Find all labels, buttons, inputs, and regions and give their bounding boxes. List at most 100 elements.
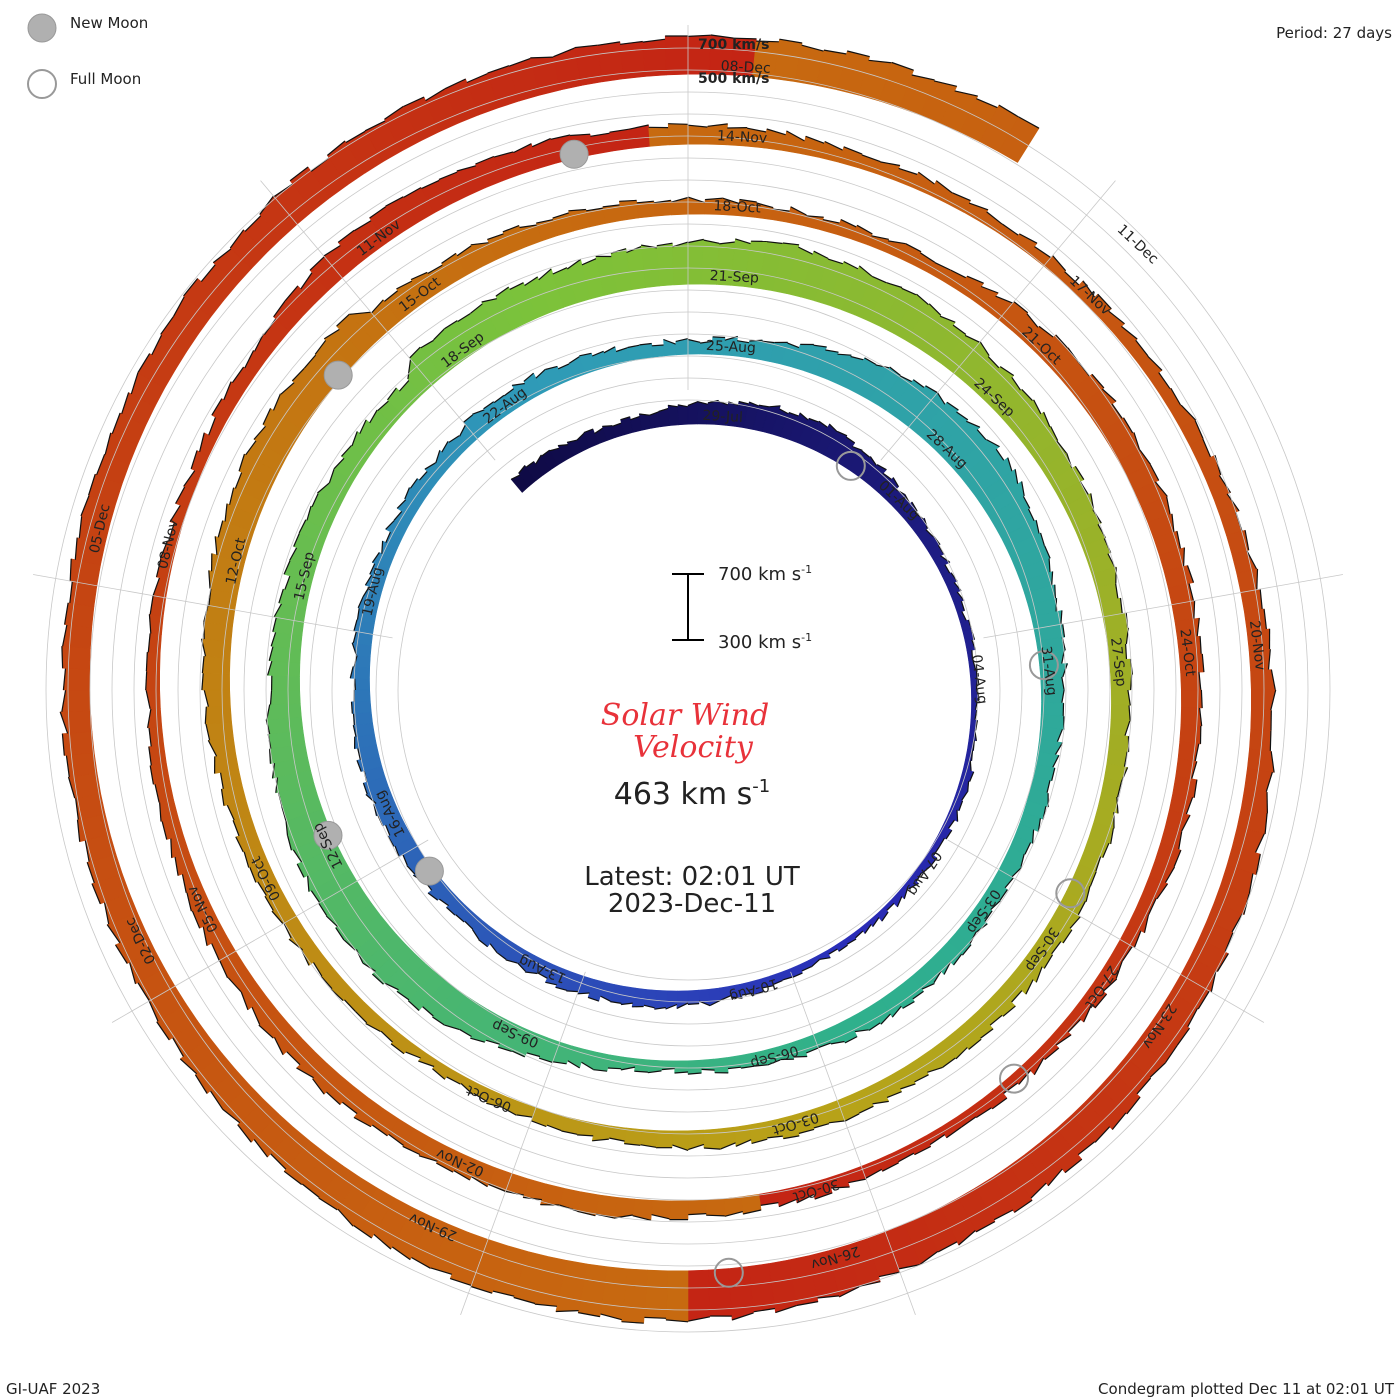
date-spoke bbox=[460, 971, 586, 1316]
velocity-trace bbox=[471, 929, 480, 940]
velocity-trace bbox=[75, 797, 79, 820]
velocity-trace bbox=[513, 1296, 536, 1305]
velocity-trace bbox=[953, 953, 963, 966]
velocity-trace bbox=[341, 1101, 358, 1115]
velocity-trace bbox=[441, 441, 449, 453]
velocity-trace bbox=[801, 966, 812, 972]
moon-markers bbox=[313, 139, 1086, 1288]
date-label: 14-Nov bbox=[717, 128, 768, 147]
velocity-wedge bbox=[204, 705, 232, 725]
velocity-trace bbox=[336, 313, 350, 327]
velocity-wedge bbox=[672, 241, 689, 286]
velocity-trace bbox=[1002, 1082, 1019, 1095]
velocity-trace bbox=[244, 215, 262, 232]
velocity-trace bbox=[854, 930, 864, 939]
velocity-trace bbox=[567, 439, 577, 443]
velocity-trace bbox=[402, 1145, 421, 1156]
velocity-wedge bbox=[687, 1059, 702, 1075]
velocity-trace bbox=[642, 38, 666, 43]
full-moon-legend-label: Full Moon bbox=[70, 70, 141, 88]
velocity-trace bbox=[1248, 873, 1254, 895]
velocity-trace bbox=[933, 80, 957, 87]
velocity-trace bbox=[1124, 720, 1131, 737]
velocity-trace bbox=[703, 239, 720, 244]
velocity-trace bbox=[373, 804, 378, 816]
velocity-trace bbox=[301, 1183, 320, 1198]
velocity-trace bbox=[936, 392, 946, 405]
full-moon-legend-icon bbox=[27, 69, 57, 99]
velocity-trace bbox=[281, 806, 287, 821]
velocity-trace bbox=[251, 1006, 261, 1025]
velocity-trace bbox=[289, 547, 298, 561]
velocity-trace bbox=[843, 146, 863, 155]
velocity-trace bbox=[687, 238, 704, 244]
velocity-trace bbox=[353, 1116, 372, 1128]
velocity-trace bbox=[243, 851, 250, 868]
velocity-trace bbox=[591, 350, 604, 357]
velocity-trace bbox=[741, 1065, 755, 1069]
velocity-trace bbox=[238, 453, 245, 472]
velocity-trace bbox=[538, 268, 552, 281]
velocity-wedge bbox=[1180, 706, 1203, 727]
velocity-trace bbox=[111, 412, 121, 434]
velocity-trace bbox=[766, 1135, 783, 1139]
velocity-trace bbox=[653, 199, 671, 204]
velocity-trace bbox=[149, 595, 154, 615]
velocity-trace bbox=[577, 1210, 596, 1217]
velocity-trace bbox=[418, 1155, 438, 1162]
velocity-trace bbox=[470, 242, 489, 246]
velocity-trace bbox=[148, 746, 152, 766]
velocity-trace bbox=[312, 1078, 325, 1095]
velocity-trace bbox=[727, 1066, 742, 1070]
velocity-trace bbox=[1034, 246, 1052, 259]
velocity-trace bbox=[899, 375, 913, 383]
velocity-trace bbox=[1148, 898, 1157, 915]
date-label: 29-Jul bbox=[702, 408, 743, 426]
velocity-trace bbox=[570, 133, 591, 137]
velocity-trace bbox=[720, 995, 732, 1001]
velocity-trace bbox=[1091, 373, 1105, 389]
velocity-trace bbox=[353, 219, 372, 232]
velocity-trace bbox=[599, 995, 611, 1002]
velocity-trace bbox=[886, 1091, 902, 1099]
velocity-trace bbox=[471, 1176, 488, 1188]
velocity-trace bbox=[78, 516, 83, 539]
velocity-trace bbox=[427, 892, 438, 901]
velocity-trace bbox=[960, 601, 965, 611]
velocity-trace bbox=[1115, 961, 1123, 979]
velocity-trace bbox=[96, 454, 106, 476]
velocity-trace bbox=[1143, 914, 1150, 933]
velocity-trace bbox=[352, 631, 357, 644]
velocity-trace bbox=[446, 906, 456, 916]
velocity-trace bbox=[1069, 916, 1081, 929]
velocity-wedge bbox=[159, 798, 179, 822]
velocity-trace bbox=[817, 1295, 840, 1299]
velocity-trace bbox=[357, 748, 361, 760]
velocity-trace bbox=[810, 959, 820, 968]
velocity-trace bbox=[1020, 853, 1025, 868]
velocity-trace bbox=[237, 1124, 252, 1143]
velocity-trace bbox=[1185, 797, 1194, 815]
velocity-trace bbox=[517, 962, 526, 972]
velocity-trace bbox=[707, 399, 719, 404]
velocity-trace bbox=[899, 1083, 916, 1090]
velocity-trace bbox=[731, 1312, 754, 1321]
velocity-trace bbox=[285, 820, 289, 836]
velocity-trace bbox=[1111, 1112, 1127, 1130]
velocity-trace bbox=[671, 1144, 689, 1151]
velocity-trace bbox=[878, 1271, 901, 1278]
velocity-trace bbox=[159, 540, 169, 559]
velocity-trace bbox=[459, 424, 467, 437]
velocity-trace bbox=[847, 50, 870, 58]
velocity-trace bbox=[1013, 301, 1029, 314]
velocity-trace bbox=[1126, 1096, 1141, 1115]
velocity-wedge bbox=[1110, 704, 1131, 722]
velocity-trace bbox=[1264, 813, 1268, 834]
velocity-trace bbox=[516, 1114, 533, 1118]
velocity-trace bbox=[593, 1069, 608, 1072]
velocity-trace bbox=[61, 646, 64, 669]
grid-circle bbox=[397, 399, 979, 981]
velocity-trace bbox=[1154, 481, 1168, 497]
velocity-trace bbox=[975, 720, 978, 731]
velocity-trace bbox=[1048, 558, 1051, 573]
